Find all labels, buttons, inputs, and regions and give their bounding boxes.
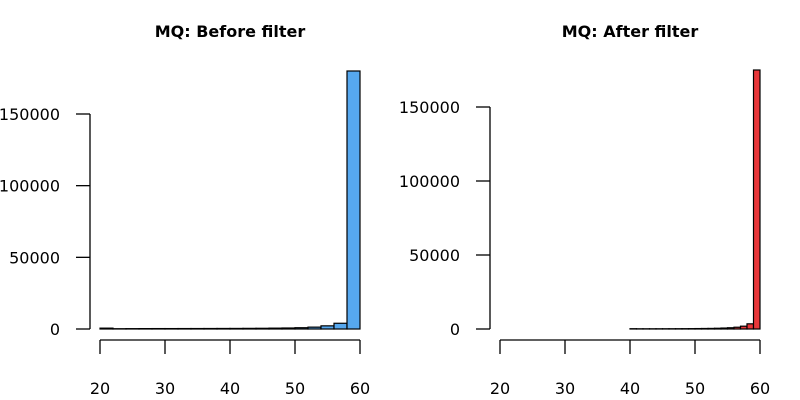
x-tick-label-after-3: 50 (685, 379, 705, 398)
y-tick-label-before-2: 100000 (0, 177, 60, 196)
histogram-bar-after-13 (713, 327, 722, 330)
histogram-bar-before-14 (281, 327, 296, 330)
x-tick-label-before-1: 30 (155, 379, 175, 398)
y-tick-label-before-3: 150000 (0, 105, 60, 124)
histogram-bar-after-19 (752, 69, 761, 330)
histogram-bar-after-11 (700, 327, 709, 330)
histogram-bar-after-18 (746, 323, 755, 330)
panel-after-filter: MQ: After filter 0 50000 100000 150000 20 30 4… (399, 22, 770, 398)
histogram-bar-before-13 (268, 327, 283, 330)
histogram-bar-after-15 (726, 327, 735, 330)
histogram-bar-before-8 (203, 327, 218, 330)
x-tick-label-after-1: 30 (555, 379, 575, 398)
y-tick-label-after-1: 50000 (409, 246, 460, 265)
x-tick-label-before-2: 40 (220, 379, 240, 398)
histogram-bar-after-14 (720, 327, 729, 330)
x-tick-label-after-4: 60 (750, 379, 770, 398)
histogram-bar-before-11 (242, 327, 257, 330)
y-tick-label-after-2: 100000 (399, 172, 460, 191)
panel-before-filter: MQ: Before filter 0 50000 100000 150000 20 30… (0, 22, 370, 398)
y-tick-label-after-0: 0 (450, 320, 460, 339)
chart-title-before: MQ: Before filter (155, 22, 306, 41)
x-tick-label-after-2: 40 (620, 379, 640, 398)
histogram-bar-before-12 (255, 327, 270, 330)
histogram-bar-before-15 (294, 327, 309, 330)
histogram-bar-before-0 (99, 327, 114, 330)
x-tick-label-after-0: 20 (490, 379, 510, 398)
x-tick-label-before-0: 20 (90, 379, 110, 398)
histogram-bar-before-18 (333, 322, 348, 330)
x-tick-label-before-3: 50 (285, 379, 305, 398)
x-tick-label-before-4: 60 (350, 379, 370, 398)
chart-title-after: MQ: After filter (562, 22, 699, 41)
y-tick-label-before-1: 50000 (9, 248, 60, 267)
y-tick-label-before-0: 0 (50, 320, 60, 339)
histogram-bar-before-19 (346, 70, 361, 330)
histogram-bar-before-16 (307, 326, 322, 330)
histogram-bar-after-12 (707, 327, 716, 330)
histogram-bar-before-10 (229, 327, 244, 330)
histogram-bar-before-9 (216, 327, 231, 330)
histogram-bar-after-17 (739, 325, 748, 330)
histogram-bar-before-17 (320, 325, 335, 330)
y-tick-label-after-3: 150000 (399, 98, 460, 117)
histogram-bar-after-16 (733, 326, 742, 330)
